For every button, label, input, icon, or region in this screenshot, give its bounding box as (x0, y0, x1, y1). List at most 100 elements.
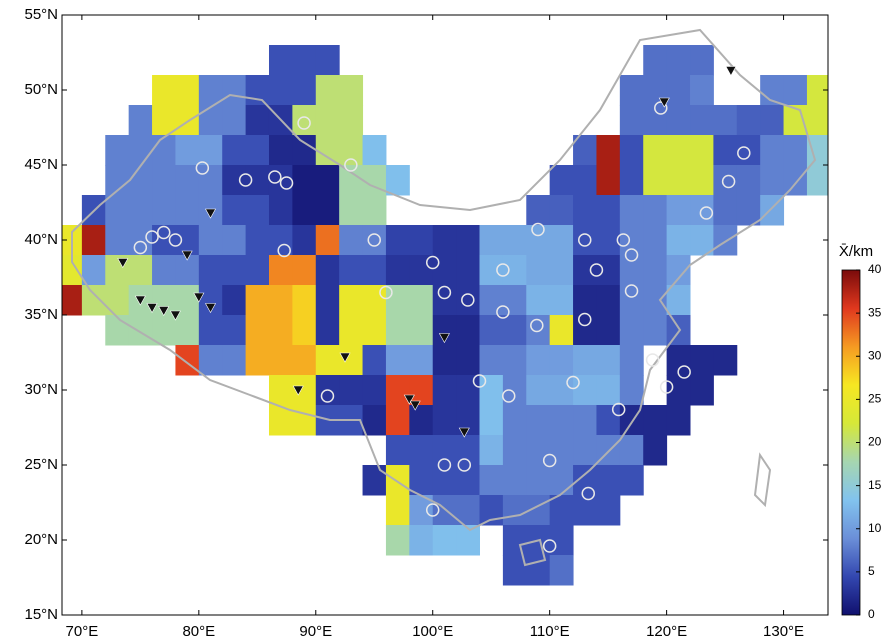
heatmap-cell (339, 285, 364, 316)
axes: 70°E 80°E 90°E 100°E 110°E 120°E 130°E 15°N 20°N… (24, 6, 828, 640)
heatmap-cell (198, 105, 223, 136)
heatmap-cell (222, 255, 247, 286)
heatmap-cell (409, 405, 434, 436)
heatmap-cell (690, 135, 714, 166)
heatmap-cell (619, 165, 644, 196)
heatmap-cell (268, 225, 293, 256)
station-circle (542, 539, 557, 553)
heatmap-cell (198, 225, 223, 256)
heatmap-cell (596, 315, 621, 346)
heatmap-cell (479, 495, 504, 526)
station-circle (501, 389, 516, 403)
heatmap-cell (713, 165, 738, 196)
heatmap-cell (783, 75, 808, 106)
heatmap-cell (222, 135, 247, 166)
heatmap-cell (198, 165, 223, 196)
heatmap-cell (502, 405, 527, 436)
heatmap-cell (619, 75, 644, 106)
heatmap-cell (339, 135, 364, 166)
station-circle (268, 170, 282, 184)
station-triangle (458, 427, 470, 438)
heatmap-cell (479, 465, 504, 496)
heatmap-cell (596, 225, 621, 256)
station-triangle (403, 394, 415, 405)
station-circle (581, 486, 596, 501)
heatmap-cell (175, 285, 200, 316)
station-circle (425, 255, 440, 270)
station-markers (117, 66, 751, 553)
station-circle (195, 161, 210, 175)
colorbar-tick-label: 5 (868, 564, 875, 578)
heatmap-cell (362, 255, 387, 286)
y-tick-label: 40°N (24, 231, 58, 248)
y-tick-label: 15°N (24, 606, 58, 623)
heatmap-cell (432, 285, 457, 316)
station-triangle (292, 385, 304, 396)
heatmap-cell (549, 555, 574, 586)
station-circle (496, 263, 510, 277)
heatmap-cell (456, 255, 480, 286)
heatmap-cell (362, 345, 387, 376)
heatmap-cell (643, 225, 668, 256)
heatmap-cell (385, 375, 410, 406)
heatmap-cell (175, 345, 200, 376)
heatmap-cell (573, 135, 597, 166)
heatmap-cell (292, 225, 317, 256)
heatmap-cell (292, 75, 317, 106)
heatmap-cell (549, 255, 574, 286)
heatmap-cell (736, 165, 761, 196)
station-circle (168, 233, 183, 247)
heatmap-cell (268, 45, 293, 76)
heatmap-cell (573, 405, 597, 436)
heatmap-cell (198, 315, 223, 346)
heatmap-cell (549, 285, 574, 316)
station-circle (379, 285, 393, 300)
heatmap-cell (339, 225, 364, 256)
heatmap-cell (526, 225, 551, 256)
heatmap-cell (175, 195, 200, 226)
heatmap-cell (432, 255, 457, 286)
heatmap-cell (268, 135, 293, 166)
heatmap-cell (596, 405, 621, 436)
heatmap-cell (222, 75, 247, 106)
heatmap-cell (152, 315, 176, 346)
heatmap-cell (152, 75, 176, 106)
heatmap-cell (432, 435, 457, 466)
heatmap-cell (292, 45, 317, 76)
heatmap-cell (666, 45, 691, 76)
heatmap-cell (690, 75, 714, 106)
station-triangle (117, 258, 129, 269)
heatmap-cell (666, 135, 691, 166)
heatmap-cell (619, 465, 644, 496)
x-tick-label: 110°E (530, 623, 570, 640)
heatmap-cell (619, 225, 644, 256)
colorbar-tick-label: 40 (868, 262, 882, 276)
heatmap-cell (292, 255, 317, 286)
heatmap-cell (760, 105, 785, 136)
heatmap-cell (619, 285, 644, 316)
heatmap-cell (690, 375, 714, 406)
y-tick-label: 30°N (24, 381, 58, 398)
heatmap-cell (596, 345, 621, 376)
heatmap-cell (666, 105, 691, 136)
station-circle (659, 380, 674, 394)
heatmap-cell (245, 255, 270, 286)
heatmap-cell (456, 225, 480, 256)
heatmap-cell (573, 495, 597, 526)
heatmap-cell (432, 465, 457, 496)
heatmap-cell (339, 75, 364, 106)
heatmap-cell (502, 435, 527, 466)
heatmap-cell (268, 345, 293, 376)
y-tick-label: 55°N (24, 6, 58, 23)
heatmap-cell (409, 285, 434, 316)
station-circle (496, 305, 510, 319)
heatmap-cell (198, 285, 223, 316)
heatmap-cell (315, 315, 340, 346)
station-triangle (193, 292, 205, 303)
station-circle (472, 374, 487, 388)
heatmap-cell (549, 165, 574, 196)
heatmap-cell (362, 465, 387, 496)
heatmap-cell (222, 105, 247, 136)
station-circle (297, 116, 311, 130)
heatmap-cell (362, 225, 387, 256)
